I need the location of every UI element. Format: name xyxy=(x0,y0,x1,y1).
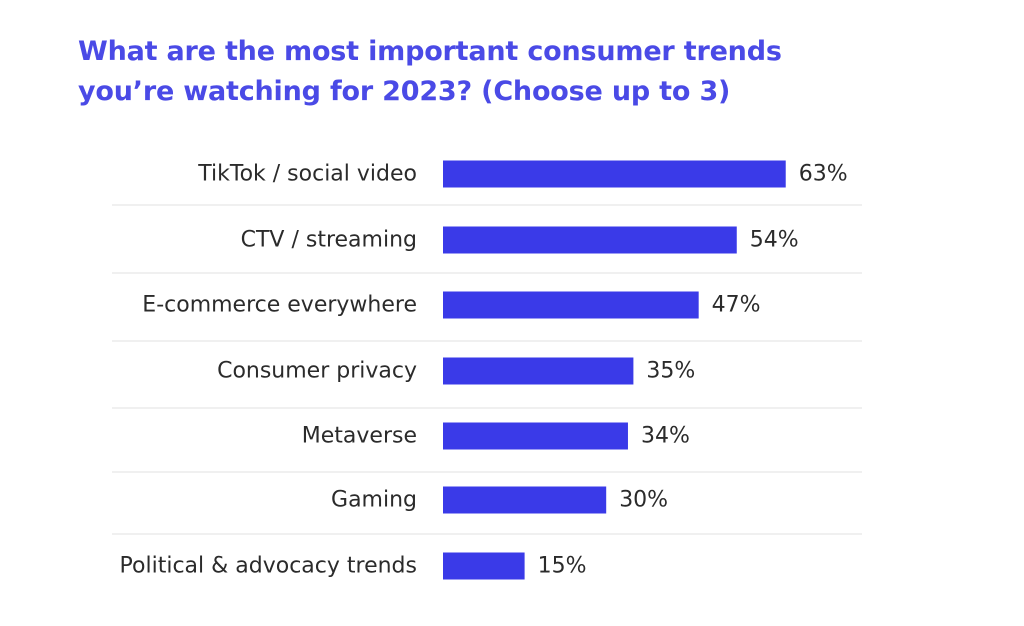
category-label: Political & advocacy trends xyxy=(120,554,417,579)
bar xyxy=(443,552,525,580)
chart-title-line-2: you’re watching for 2023? (Choose up to … xyxy=(78,76,731,107)
category-label: E-commerce everywhere xyxy=(142,293,417,318)
bar xyxy=(443,291,699,319)
chart-title: What are the most important consumer tre… xyxy=(78,32,978,112)
bar xyxy=(443,226,737,254)
value-label: 15% xyxy=(538,554,587,579)
value-label: 63% xyxy=(799,162,848,187)
value-label: 34% xyxy=(641,424,690,449)
bar xyxy=(443,422,628,450)
category-label: CTV / streaming xyxy=(241,228,417,253)
value-label: 47% xyxy=(712,293,761,318)
bar xyxy=(443,357,634,385)
value-label: 35% xyxy=(646,359,695,384)
category-label: Gaming xyxy=(331,488,417,513)
category-label: Metaverse xyxy=(302,424,417,449)
category-label: Consumer privacy xyxy=(217,359,417,384)
value-label: 54% xyxy=(750,228,799,253)
chart-title-line-1: What are the most important consumer tre… xyxy=(78,36,782,67)
bar xyxy=(443,486,607,514)
category-label: TikTok / social video xyxy=(197,162,417,187)
bar xyxy=(443,160,786,188)
value-label: 30% xyxy=(619,488,668,513)
